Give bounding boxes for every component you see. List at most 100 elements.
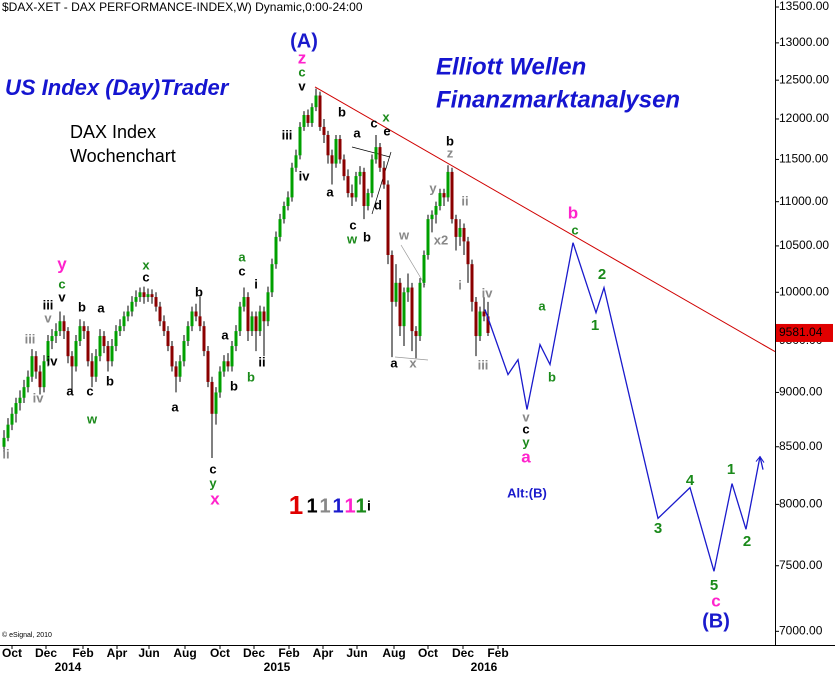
candle-body <box>114 331 118 347</box>
candle-body <box>394 282 398 302</box>
wave-label: ii <box>2 446 9 461</box>
candle-body <box>418 282 422 337</box>
channel-line <box>351 146 391 158</box>
wave-label: iii <box>282 127 293 142</box>
wave-label: v <box>298 78 306 93</box>
candle-body <box>110 346 114 362</box>
candle-body <box>422 255 426 283</box>
candle-body <box>50 336 54 342</box>
candle-body <box>458 227 462 237</box>
header: $DAX-XET - DAX PERFORMANCE-INDEX,W) Dyna… <box>2 0 363 14</box>
wave-label: c <box>209 461 216 476</box>
wave-label: c <box>711 591 720 610</box>
candle-body <box>42 361 46 388</box>
candle-body <box>210 381 214 414</box>
candle-body <box>86 331 90 362</box>
wave-label: v <box>522 409 530 424</box>
wave-label: b <box>338 104 346 119</box>
year-label: 2014 <box>55 660 82 674</box>
candle-body <box>130 301 134 312</box>
candle-body <box>62 321 66 332</box>
candle-body <box>258 311 262 332</box>
candle-body <box>150 294 154 298</box>
chart-title: DAX Index <box>70 122 156 142</box>
wave-label: w <box>346 231 358 246</box>
wave-label: y <box>522 434 530 449</box>
wave-label: 1 <box>727 461 735 478</box>
wave-label: c <box>298 64 305 79</box>
candle-body <box>354 176 358 198</box>
wave-label: i <box>458 277 462 292</box>
candle-body <box>202 326 206 352</box>
channel-line <box>371 151 392 215</box>
last-price-label: 9581.04 <box>779 325 823 339</box>
wave-label: x <box>210 489 220 508</box>
candle-body <box>262 311 266 322</box>
wave-label: c <box>58 276 65 291</box>
wave-label: 5 <box>710 577 718 594</box>
candle-body <box>362 171 366 207</box>
y-tick-label: 13500.00 <box>779 0 829 13</box>
candle-body <box>482 311 486 317</box>
y-tick-label: 12500.00 <box>779 72 829 86</box>
candle-body <box>286 197 290 207</box>
candle-body <box>390 255 394 302</box>
wave-label: i <box>254 276 258 291</box>
x-tick-label: Dec <box>35 646 57 660</box>
candle-body <box>234 331 238 347</box>
candle-body <box>350 193 354 198</box>
candle-body <box>374 147 378 160</box>
x-tick-label: Apr <box>313 646 334 660</box>
degree-label: 1 <box>332 495 343 517</box>
wave-label: z <box>298 48 307 67</box>
candle-body <box>370 159 374 194</box>
y-tick-label: 13000.00 <box>779 35 829 49</box>
candle-body <box>34 356 38 372</box>
wave-label: iv <box>33 390 45 405</box>
candle-body <box>102 336 106 347</box>
candle-body <box>170 346 174 367</box>
candle-body <box>6 424 10 438</box>
candle-body <box>246 297 250 332</box>
candle-body <box>214 392 218 414</box>
candle-body <box>442 193 446 198</box>
wave-label: Alt:(B) <box>507 485 547 500</box>
candle-body <box>106 346 110 362</box>
wave-label: ii <box>258 354 265 369</box>
candle-body <box>450 171 454 220</box>
candle-body <box>66 331 70 357</box>
trendline <box>314 86 776 353</box>
wave-label: a <box>390 355 398 370</box>
y-tick-label: 11500.00 <box>779 152 828 166</box>
candle-body <box>78 326 82 342</box>
candle-body <box>190 311 194 327</box>
x-tick-label: Jun <box>346 646 367 660</box>
candle-body <box>414 331 418 337</box>
degree-label: 1 <box>289 490 303 520</box>
degree-label: 1 <box>344 495 355 517</box>
wave-label: v <box>58 289 66 304</box>
wave-label: b <box>446 133 454 148</box>
candle-body <box>298 126 302 156</box>
candle-body <box>302 115 306 127</box>
degree-label: 1 <box>319 495 330 517</box>
candle-body <box>38 371 42 388</box>
candle-body <box>470 264 474 302</box>
wave-label: a <box>521 447 531 466</box>
candle-body <box>94 356 98 377</box>
candle-body <box>58 321 62 332</box>
wave-label: iv <box>482 285 494 300</box>
wave-label: x2 <box>434 232 448 247</box>
wave-label: 2 <box>598 266 606 283</box>
wave-label: b <box>195 284 203 299</box>
candle-body <box>326 134 330 156</box>
candle-body <box>462 227 466 242</box>
candle-body <box>142 292 146 298</box>
candle-body <box>238 306 242 332</box>
candle-body <box>334 138 338 164</box>
wave-label: iii <box>478 357 489 372</box>
wave-label: iv <box>299 168 311 183</box>
wave-label: (B) <box>702 610 730 632</box>
